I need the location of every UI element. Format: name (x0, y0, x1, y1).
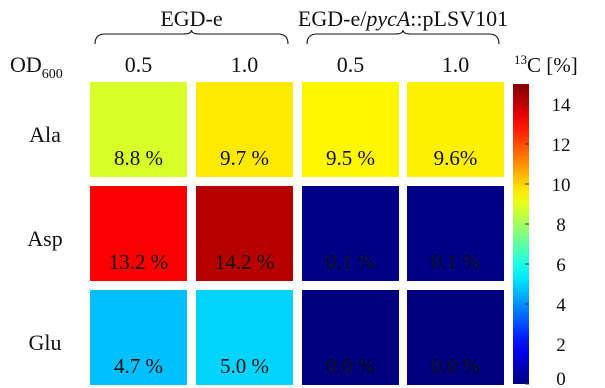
cell-value-label: 9.6% (434, 146, 478, 170)
colorbar-tick-label: 10 (552, 175, 571, 196)
group-brace (306, 29, 500, 45)
heatmap-cell (196, 186, 293, 281)
colorbar (513, 84, 529, 384)
column-label: 1.0 (231, 52, 259, 77)
cell-value-label: 5.0 % (220, 354, 269, 378)
cell-value-label: 0.1 % (326, 250, 375, 274)
heatmap-cell (196, 82, 293, 177)
cell-value-label: 0.1 % (431, 250, 480, 274)
colorbar-tick-label: 4 (556, 295, 566, 316)
heatmap-cell (90, 82, 187, 177)
row-label: Glu (29, 330, 62, 355)
colorbar-label: 13C [%] (514, 52, 578, 77)
cell-value-label: 9.5 % (326, 146, 375, 170)
colorbar-tick-label: 12 (552, 135, 571, 156)
column-label: 1.0 (442, 52, 470, 77)
heatmap-cell (196, 290, 293, 385)
heatmap-cell (302, 186, 399, 281)
colorbar-tick-label: 14 (552, 95, 572, 116)
heatmap-cell (407, 186, 504, 281)
heatmap-cell (90, 186, 187, 281)
x-axis-label: OD600 (10, 52, 63, 82)
colorbar-tick-label: 2 (556, 335, 566, 356)
colorbar-tick-label: 6 (556, 255, 566, 276)
heatmap-cell (407, 290, 504, 385)
colorbar-label-main: C [%] (527, 53, 578, 77)
heatmap-cell (407, 82, 504, 177)
heatmap-cell (90, 290, 187, 385)
group-label-part: EGD-e (160, 6, 222, 31)
cell-value-label: 0.0 % (431, 354, 480, 378)
cell-value-label: 8.8 % (114, 146, 163, 170)
group-label-part: pycA (364, 6, 411, 31)
group-brace (94, 29, 289, 45)
heatmap-cell (302, 82, 399, 177)
group-label-part: EGD-e/ (298, 6, 367, 31)
colorbar-tick-label: 0 (556, 369, 566, 388)
cell-value-label: 13.2 % (109, 250, 169, 274)
row-label: Ala (29, 122, 61, 147)
x-axis-label-subscript: 600 (42, 67, 63, 82)
cell-value-label: 0.0 % (326, 354, 375, 378)
cell-value-label: 9.7 % (220, 146, 269, 170)
cell-value-label: 14.2 % (215, 250, 275, 274)
heatmap-cell (302, 290, 399, 385)
group-label-part: ::pLSV101 (410, 6, 508, 31)
x-axis-label-main: OD (10, 52, 42, 77)
column-label: 0.5 (337, 52, 365, 77)
group-label: EGD-e/pycA::pLSV101 (298, 6, 508, 31)
colorbar-label-superscript: 13 (514, 52, 527, 67)
group-label: EGD-e (160, 6, 222, 31)
colorbar-tick-label: 8 (556, 215, 566, 236)
column-label: 0.5 (125, 52, 153, 77)
row-label: Asp (27, 226, 62, 251)
cell-value-label: 4.7 % (114, 354, 163, 378)
